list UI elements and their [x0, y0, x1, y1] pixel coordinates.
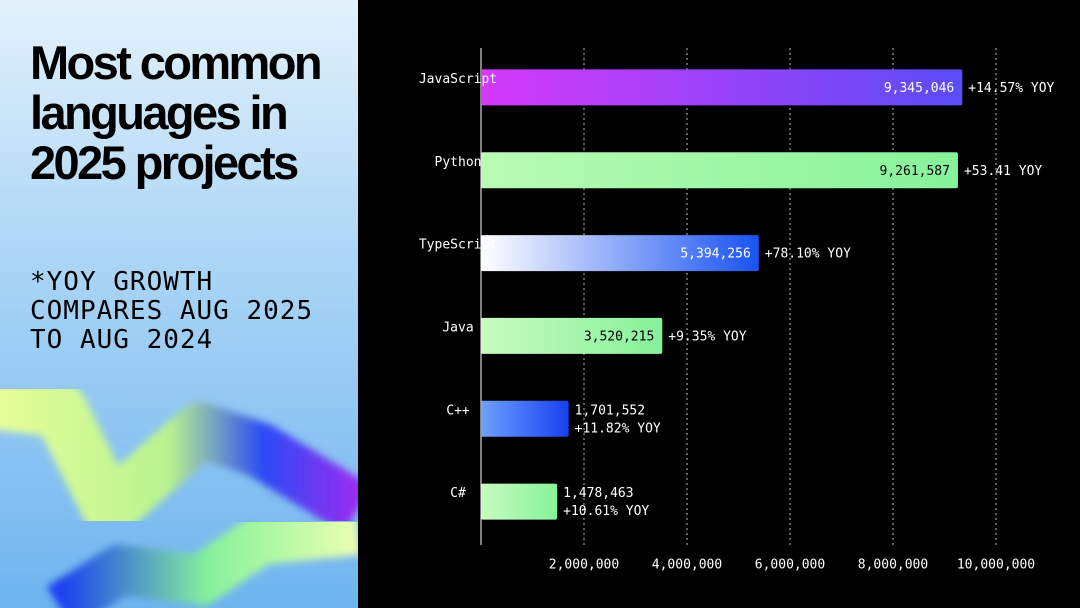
value-label: 9,261,587: [880, 164, 950, 179]
bar: [481, 152, 958, 189]
category-label: TypeScript: [419, 238, 497, 253]
category-label: C#: [450, 486, 466, 501]
decoration: [0, 374, 358, 608]
yoy-label: +53.41 YOY: [964, 164, 1042, 179]
chart-title: Most common languages in 2025 projects: [30, 36, 323, 189]
bar: [481, 483, 558, 520]
x-tick-label: 4,000,000: [652, 558, 722, 573]
category-label: Java: [442, 320, 473, 335]
category-label: JavaScript: [419, 72, 497, 87]
value-label: 1,478,463: [563, 486, 633, 501]
chart-subtitle: *YOY GROWTH COMPARES AUG 2025 TO AUG 202…: [30, 267, 314, 355]
yoy-label: +9.35% YOY: [668, 329, 746, 344]
yoy-label: +78.10% YOY: [765, 247, 851, 262]
yoy-label: +11.82% YOY: [575, 421, 661, 436]
bar: [481, 235, 759, 272]
value-label: 1,701,552: [575, 403, 645, 418]
category-label: Python: [435, 155, 482, 170]
bar: [481, 69, 963, 106]
bar: [481, 400, 569, 437]
x-tick-label: 6,000,000: [755, 558, 825, 573]
x-tick-label: 8,000,000: [858, 558, 928, 573]
yoy-label: +10.61% YOY: [563, 504, 649, 519]
chart: 2,000,000 4,000,000 6,000,000 8,000,000 10,0…: [419, 48, 1055, 573]
x-tick-label: 2,000,000: [549, 558, 619, 573]
category-label: C++: [446, 403, 470, 418]
value-label: 9,345,046: [884, 81, 954, 96]
value-label: 3,520,215: [584, 329, 654, 344]
title-panel: Most common languages in 2025 projects *…: [0, 0, 358, 608]
value-label: 5,394,256: [680, 247, 750, 262]
x-tick-label: 10,000,000: [957, 558, 1035, 573]
bar: [481, 317, 663, 354]
yoy-label: +14.57% YOY: [968, 81, 1054, 96]
